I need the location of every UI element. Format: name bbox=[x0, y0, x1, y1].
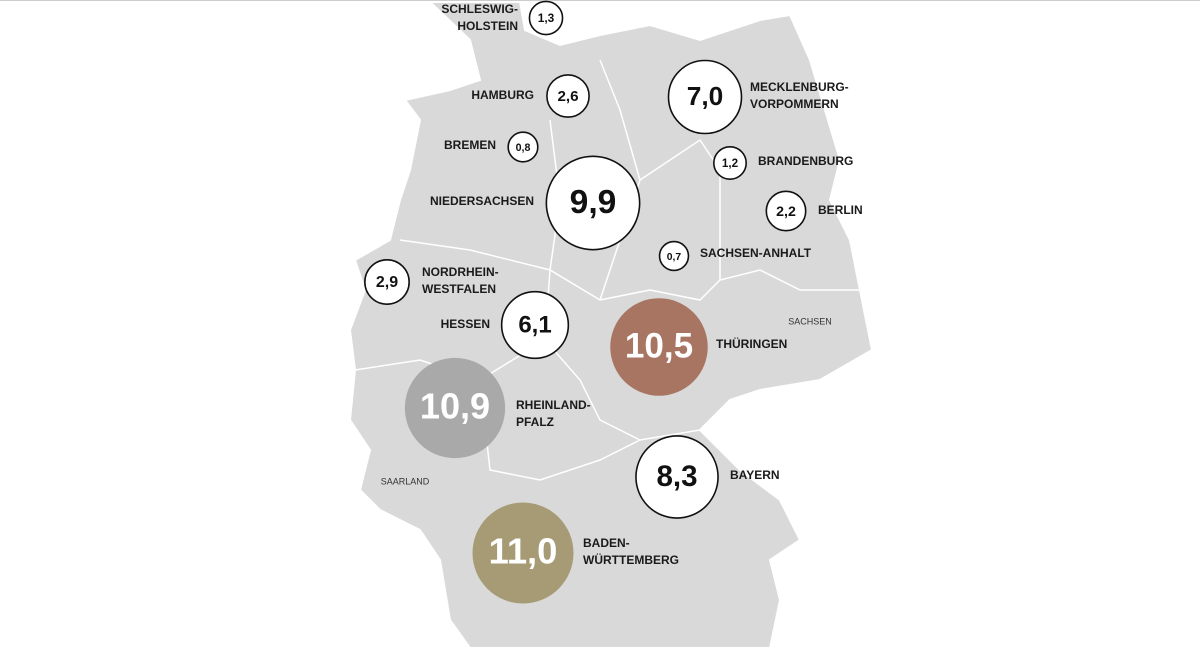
bubble-value: 6,1 bbox=[518, 311, 551, 338]
bubble bbox=[765, 190, 807, 232]
bubble-value: 10,9 bbox=[420, 386, 490, 427]
state-label: WÜRTTEMBERG bbox=[583, 552, 679, 567]
state-label: SACHSEN-ANHALT bbox=[700, 246, 812, 260]
state-label: HAMBURG bbox=[471, 88, 534, 102]
bubble-value: 0,7 bbox=[667, 252, 682, 263]
state-label: NORDRHEIN- bbox=[422, 265, 499, 279]
state-label: PFALZ bbox=[516, 415, 554, 429]
bubble-value: 1,2 bbox=[722, 157, 739, 170]
bubble bbox=[528, 0, 564, 36]
state-label: MECKLENBURG- bbox=[750, 80, 849, 94]
bubble-value: 10,5 bbox=[625, 326, 693, 365]
bubble bbox=[507, 131, 539, 163]
bubble bbox=[546, 74, 590, 118]
bubble bbox=[610, 298, 708, 396]
bubble bbox=[545, 155, 641, 251]
bubble-value: 8,3 bbox=[656, 460, 697, 493]
bubble-value: 2,2 bbox=[776, 204, 796, 220]
bubble-value: 11,0 bbox=[489, 531, 558, 572]
bubble-value: 2,9 bbox=[376, 274, 398, 291]
bubble-value: 0,8 bbox=[516, 142, 531, 154]
bubble-value: 2,6 bbox=[557, 88, 578, 105]
state-label: BERLIN bbox=[818, 203, 863, 217]
bubble-value: 7,0 bbox=[687, 81, 724, 111]
bubble bbox=[364, 259, 410, 305]
state-label: NIEDERSACHSEN bbox=[430, 194, 534, 208]
bubble bbox=[472, 502, 574, 604]
state-label: SCHLESWIG- bbox=[441, 2, 518, 16]
state-label: VORPOMMERN bbox=[750, 97, 839, 111]
bubble-value: 9,9 bbox=[570, 184, 617, 221]
bubble bbox=[658, 240, 690, 272]
state-label: RHEINLAND- bbox=[516, 398, 591, 412]
state-label: BREMEN bbox=[444, 138, 496, 152]
bubble bbox=[500, 290, 570, 360]
bubble bbox=[635, 435, 719, 519]
bubble bbox=[712, 146, 747, 181]
bubble-value: 1,3 bbox=[538, 11, 555, 25]
state-label: THÜRINGEN bbox=[716, 336, 787, 351]
state-label: WESTFALEN bbox=[422, 282, 496, 296]
state-label: SACHSEN bbox=[788, 316, 832, 326]
state-label: HOLSTEIN bbox=[457, 19, 518, 33]
state-label: BRANDENBURG bbox=[758, 154, 853, 168]
bubble bbox=[404, 357, 506, 459]
bubble bbox=[667, 59, 743, 135]
state-label: HESSEN bbox=[441, 317, 490, 331]
state-label: BAYERN bbox=[730, 468, 780, 482]
state-label: SAARLAND bbox=[381, 476, 430, 486]
state-label: BADEN- bbox=[583, 536, 630, 550]
